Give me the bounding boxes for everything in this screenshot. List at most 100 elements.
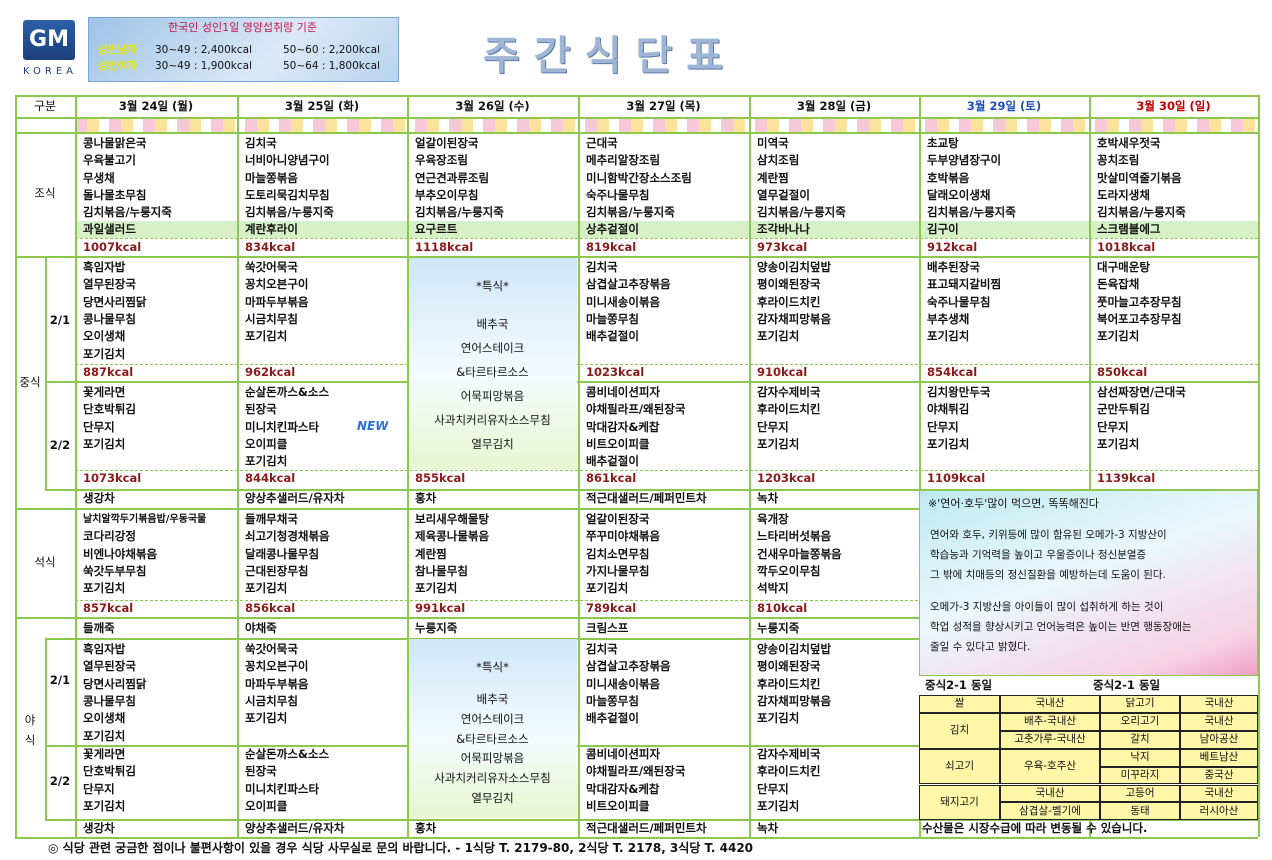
origin-cell: [1100, 784, 1180, 803]
menu-item: 얼갈이된장국: [415, 136, 479, 150]
origin-source: 고춧가루-국내산: [1014, 733, 1086, 746]
menu-item: 쑥갓어묵국: [245, 642, 298, 656]
origin-cell: [919, 784, 1000, 821]
info-text: 오메가-3 지방산을 아이들이 많이 섭취하게 하는 것이: [930, 601, 1164, 613]
menu-item: 포기김치: [927, 436, 970, 451]
menu-item: 북어포고추장무침: [1097, 311, 1182, 326]
menu-item: 너비아니양념구이: [245, 153, 330, 168]
menu-item: 김치볶음/누룽지죽: [757, 205, 846, 220]
menu-item: 김치볶음/누룽지죽: [586, 205, 675, 220]
menu-item: 김치소면무침: [586, 546, 650, 561]
menu-item: 감자수제비국: [757, 385, 821, 399]
origin-source: 국내산: [1204, 697, 1234, 710]
menu-item: 숙주나물무침: [927, 294, 991, 309]
rule: [407, 95, 409, 837]
origin-item: 닭고기: [1125, 697, 1155, 710]
menu-item: 단호박튀김: [83, 402, 136, 417]
menu-item: 미니치킨파스타: [245, 781, 320, 796]
nutrition-box: [88, 17, 399, 82]
menu-item: 포기김치: [83, 436, 126, 451]
menu-item: 포기김치: [245, 581, 288, 596]
menu-item: 석박지: [757, 581, 789, 596]
kcal-label: 1018kcal: [1097, 240, 1156, 254]
menu-item: 보리새우해물탕: [415, 512, 490, 526]
origin-cell: [1100, 712, 1180, 731]
rule: [15, 117, 1258, 119]
menu-item: 포기김치: [83, 798, 126, 813]
origin-cell: [1100, 766, 1180, 785]
menu-item: 포기김치: [1097, 436, 1140, 451]
menu-item: 오이피클: [245, 436, 288, 451]
menu-item: 당면사리찜닭: [83, 676, 147, 691]
origin-item: 돼지고기: [940, 795, 979, 808]
menu-item: 감자채피망볶음: [757, 311, 832, 326]
menu-item: 호박새우젓국: [1097, 136, 1161, 150]
origin-cell: [919, 712, 1000, 749]
menu-item: 단무지: [83, 781, 115, 796]
kcal-label: 855kcal: [415, 471, 466, 485]
menu-item: 당면사리찜닭: [83, 294, 147, 309]
menu-item: 막대감자&케찹: [586, 419, 660, 434]
rule: [15, 95, 17, 837]
rule: [15, 132, 1258, 134]
rule: [45, 638, 47, 819]
menu-item: 삼선짜장면/근대국: [1097, 385, 1186, 399]
info-title: ※'연어·호두'많이 먹으면, 똑똑해진다: [928, 497, 1099, 510]
origin-item: 쇠고기: [945, 760, 974, 773]
menu-item: 무생채: [83, 170, 115, 185]
menu-item: 포기김치: [83, 728, 126, 743]
nutrition-label: 성인남자: [98, 44, 137, 56]
nutrition-value: 30~49 : 2,400kcal: [155, 44, 252, 56]
page-title: 주간식단표: [483, 33, 737, 79]
origin-cell: [1180, 784, 1258, 803]
info-text: 연어와 호두, 키위등에 많이 함유된 오메가-3 지방산이: [930, 529, 1167, 541]
rule: [45, 745, 1258, 747]
info-text: 학업 성적을 향상시키고 언어능력은 높이는 반면 행동장애는: [930, 621, 1192, 633]
menu-item: 도토리묵김치무침: [245, 187, 330, 202]
menu-item: 표고돼지갈비찜: [927, 277, 1002, 292]
origin-item: 오리고기: [1120, 715, 1160, 728]
menu-item: 마늘쫑무침: [586, 693, 639, 708]
menu-item: 감자수제비국: [757, 747, 821, 761]
kcal-label: 854kcal: [927, 365, 978, 379]
menu-item: 꽁치오븐구이: [245, 659, 309, 674]
origin-item: 미꾸라지: [1120, 769, 1160, 782]
nutrition-label: 성인여자: [98, 60, 137, 72]
dashed-rule: [75, 470, 1258, 471]
menu-item: 포기김치: [757, 711, 800, 726]
menu-item: 후라이드치킨: [757, 676, 821, 691]
menu-item: 콤비네이션피자: [586, 747, 661, 761]
rule: [15, 256, 1258, 258]
origin-cell: [919, 748, 1000, 785]
menu-item: 비엔나야채볶음: [83, 546, 158, 561]
day-header: 3월 24일 (월): [118, 99, 194, 113]
menu-item: 김치국: [586, 260, 618, 274]
origin-cell: [1000, 695, 1100, 713]
origin-note: 중식2-1 동일: [925, 678, 993, 692]
menu-item: 콤비네이션피자: [586, 385, 661, 399]
menu-item: 비트오이피클: [586, 798, 650, 813]
menu-item: 야채필라프/왜된장국: [586, 764, 686, 779]
origin-footnote: 수산물은 시장수급에 따라 변동될 수 있습니다.: [922, 821, 1148, 835]
new-badge: NEW: [357, 419, 389, 433]
drink-item: 적근대샐러드/페퍼민트차: [586, 491, 707, 505]
section-label: 중식: [19, 375, 41, 389]
menu-item: 양송이김치덮밥: [757, 642, 832, 656]
menu-item: 쑥갓두부무침: [83, 563, 147, 578]
menu-item: 맛살미역줄기볶음: [1097, 170, 1182, 185]
drink-item: 양상추샐러드/유자차: [245, 821, 345, 835]
breakfast-extra: 스크램블에그: [1097, 222, 1161, 236]
rule: [45, 256, 47, 489]
menu-item: 포기김치: [757, 329, 800, 344]
menu-item: 부추생채: [927, 311, 970, 326]
origin-source: 국내산: [1204, 786, 1234, 799]
menu-item: 계란찜: [415, 546, 447, 561]
special-panel: [409, 639, 577, 818]
breakfast-extra: 상추겉절이: [586, 222, 639, 236]
rule: [75, 95, 77, 837]
menu-item: 단무지: [927, 419, 959, 434]
origin-cell: [1100, 748, 1180, 767]
special-item: &타르타르소스: [456, 364, 529, 379]
rule: [45, 381, 1258, 383]
